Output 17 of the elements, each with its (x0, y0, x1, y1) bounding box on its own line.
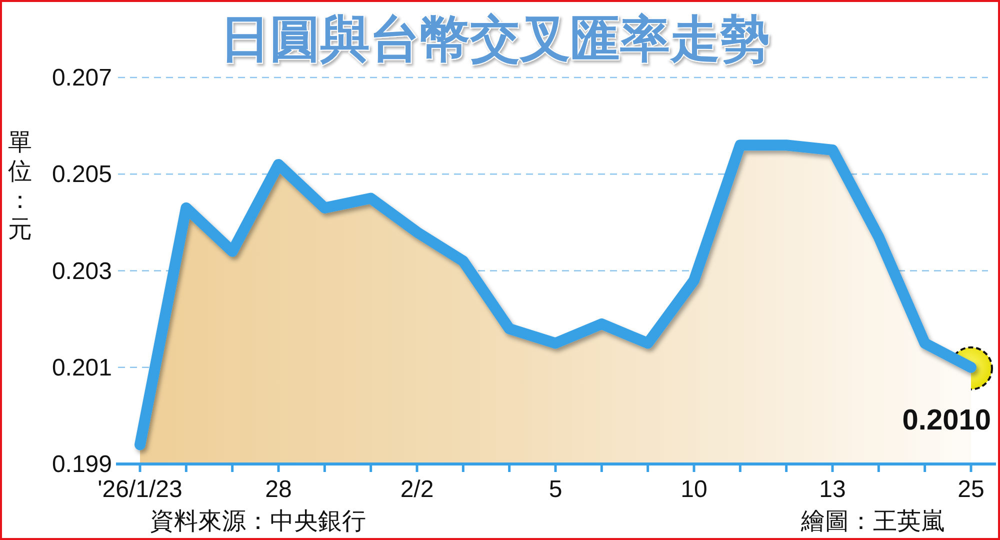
x-tick-label: 10 (680, 476, 708, 503)
y-tick-label: 0.199 (52, 451, 112, 478)
annotation: 0.2010 (902, 404, 991, 436)
y-tick-label: 0.203 (52, 258, 112, 285)
chart-title: 日圓與台幣交叉匯率走勢 (220, 11, 770, 67)
x-tick-label: 5 (548, 476, 562, 503)
x-tick-label: 25 (958, 476, 984, 503)
source-note: 資料來源：中央銀行 (150, 508, 366, 535)
x-tick-label: 2/2 (400, 476, 434, 503)
y-tick-label: 0.207 (52, 64, 112, 92)
text: 繪圖：王英嵐 (800, 508, 945, 535)
x-tick-label: 28 (265, 476, 292, 503)
y-tick-label: 0.201 (52, 354, 112, 382)
y-tick-label: 0.205 (52, 161, 112, 188)
x-tick-label: 13 (819, 476, 846, 503)
y-axis-title: 單位：元 (8, 129, 32, 243)
x-tick-label: '26/1/23 (98, 476, 182, 503)
